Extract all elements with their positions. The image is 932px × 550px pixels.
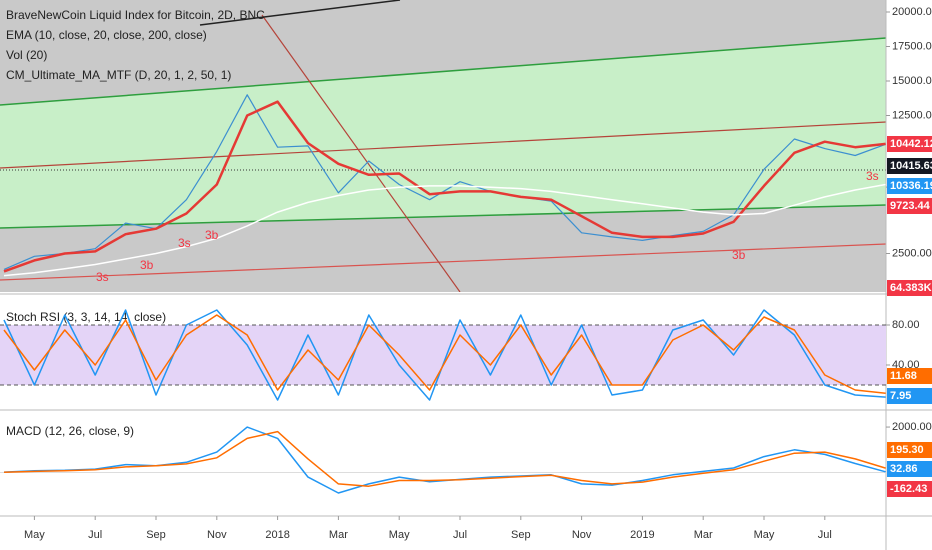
y-tick-label: 2500.00 bbox=[892, 247, 932, 259]
legend-line: Vol (20) bbox=[6, 48, 47, 62]
price-label-box bbox=[887, 178, 932, 194]
price-label: 64.383K bbox=[890, 282, 932, 294]
legend-line: EMA (10, close, 20, close, 200, close) bbox=[6, 28, 207, 42]
stoch-title: Stoch RSI (3, 3, 14, 14, close) bbox=[6, 310, 166, 324]
series-line bbox=[3, 100, 886, 273]
x-tick-label: Nov bbox=[572, 529, 592, 541]
macd-title: MACD (12, 26, close, 9) bbox=[6, 424, 134, 438]
signal-annotation: 3s bbox=[178, 236, 191, 250]
y-tick-label: 40.00 bbox=[892, 359, 920, 371]
price-label-box bbox=[887, 198, 932, 214]
y-tick-label: 80.00 bbox=[892, 319, 920, 331]
y-tick-label: 17500.00 bbox=[892, 40, 932, 52]
x-tick-label: May bbox=[389, 529, 410, 541]
macd-pane bbox=[0, 410, 886, 516]
y-tick-label: 12500.00 bbox=[892, 109, 932, 121]
signal-annotation: 3b bbox=[140, 258, 154, 272]
signal-annotation: 3b bbox=[732, 248, 746, 262]
price-label: 7.95 bbox=[890, 390, 911, 402]
price-label-box bbox=[887, 368, 932, 384]
signal-annotation: 3s bbox=[96, 270, 109, 284]
x-tick-label: May bbox=[24, 529, 45, 541]
series-line bbox=[3, 314, 886, 395]
stoch-band bbox=[0, 325, 886, 385]
price-label: -162.43 bbox=[890, 483, 927, 495]
signal-annotation: 3s bbox=[866, 169, 879, 183]
series-line bbox=[3, 309, 886, 401]
series-line bbox=[3, 183, 886, 277]
price-label: 9723.44 bbox=[890, 200, 931, 212]
price-label: 195.30 bbox=[890, 444, 924, 456]
x-tick-label: Sep bbox=[146, 529, 166, 541]
x-tick-label: 2019 bbox=[630, 529, 654, 541]
x-tick-label: May bbox=[754, 529, 775, 541]
price-label: 32.86 bbox=[890, 463, 918, 475]
series-line bbox=[3, 430, 886, 487]
price-label: 10442.12 bbox=[890, 138, 932, 150]
x-tick-label: Nov bbox=[207, 529, 227, 541]
signal-annotation: 3b bbox=[205, 228, 219, 242]
price-label-box bbox=[887, 136, 932, 152]
price-label-box bbox=[887, 442, 932, 458]
series-line bbox=[3, 94, 886, 270]
x-tick-label: 2018 bbox=[265, 529, 289, 541]
price-label-box bbox=[887, 158, 932, 174]
x-tick-label: Jul bbox=[818, 529, 832, 541]
y-tick-label: 20000.00 bbox=[892, 6, 932, 18]
x-tick-label: Mar bbox=[329, 529, 348, 541]
legend-line: CM_Ultimate_MA_MTF (D, 20, 1, 2, 50, 1) bbox=[6, 68, 231, 82]
x-tick-label: Mar bbox=[694, 529, 713, 541]
price-label: 10336.19 bbox=[890, 180, 932, 192]
x-tick-label: Jul bbox=[453, 529, 467, 541]
main-series bbox=[3, 94, 886, 277]
x-tick-label: Sep bbox=[511, 529, 531, 541]
price-label-box bbox=[887, 481, 932, 497]
price-label-box bbox=[887, 280, 932, 296]
price-label: 10415.63 bbox=[890, 160, 932, 172]
chart-title: BraveNewCoin Liquid Index for Bitcoin, 2… bbox=[6, 8, 265, 22]
x-tick-label: Jul bbox=[88, 529, 102, 541]
main-pane-background bbox=[0, 0, 886, 292]
price-label-box bbox=[887, 461, 932, 477]
y-tick-label: 2000.00 bbox=[892, 421, 932, 433]
y-tick-label: 15000.00 bbox=[892, 75, 932, 87]
price-label: 11.68 bbox=[890, 370, 917, 382]
price-label-box bbox=[887, 388, 932, 404]
